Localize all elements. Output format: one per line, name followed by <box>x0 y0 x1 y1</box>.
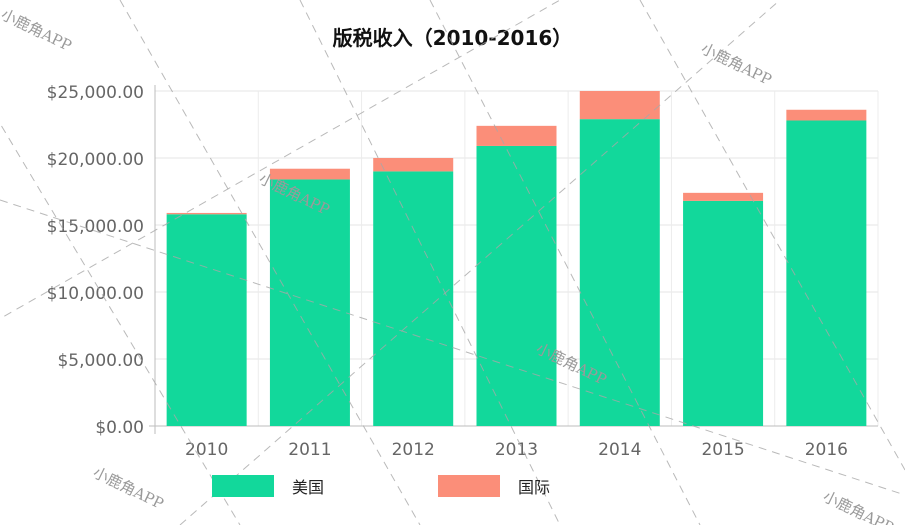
bar-intl <box>683 192 764 201</box>
bar-us <box>579 119 660 426</box>
bar-us <box>683 200 764 426</box>
bar-us <box>476 145 557 426</box>
x-tick-label: 2011 <box>288 440 331 460</box>
watermark-text: 小鹿角APP <box>698 39 774 89</box>
y-tick-label: $15,000.00 <box>47 217 144 237</box>
bar-intl <box>373 158 454 172</box>
bar-intl <box>476 125 557 146</box>
watermark-line <box>639 0 905 471</box>
watermark-line <box>119 0 421 525</box>
legend-label-intl: 国际 <box>518 478 551 497</box>
x-tick-label: 2015 <box>701 440 744 460</box>
bar-intl <box>269 168 350 180</box>
x-tick-label: 2014 <box>598 440 641 460</box>
legend: 美国 国际 <box>0 474 905 500</box>
legend-label-us: 美国 <box>292 478 325 497</box>
bar-intl <box>166 212 247 215</box>
x-tick-label: 2010 <box>185 440 228 460</box>
bar-intl <box>579 91 660 120</box>
legend-item-intl: 国际 <box>438 474 550 498</box>
bar-us <box>166 214 247 426</box>
legend-swatch-intl <box>438 475 500 497</box>
bar-us <box>786 120 867 426</box>
legend-swatch-us <box>212 475 274 497</box>
bar-intl <box>786 109 867 121</box>
x-tick-label: 2012 <box>392 440 435 460</box>
y-tick-label: $10,000.00 <box>47 284 144 304</box>
watermark-line <box>179 0 781 525</box>
y-tick-label: $20,000.00 <box>47 150 144 170</box>
y-tick-label: $0.00 <box>95 418 144 438</box>
bar-us <box>373 171 454 426</box>
watermark-text: 小鹿角APP <box>0 5 74 55</box>
y-tick-label: $5,000.00 <box>57 351 144 371</box>
x-tick-label: 2016 <box>805 440 848 460</box>
watermark-line <box>0 199 905 496</box>
chart-title: 版税收入（2010-2016） <box>332 26 573 50</box>
x-tick-label: 2013 <box>495 440 538 460</box>
y-tick-label: $25,000.00 <box>47 83 144 103</box>
watermark-line <box>0 122 241 525</box>
legend-item-us: 美国 <box>212 474 324 498</box>
watermark-line <box>429 0 701 525</box>
bar-us <box>269 179 350 426</box>
